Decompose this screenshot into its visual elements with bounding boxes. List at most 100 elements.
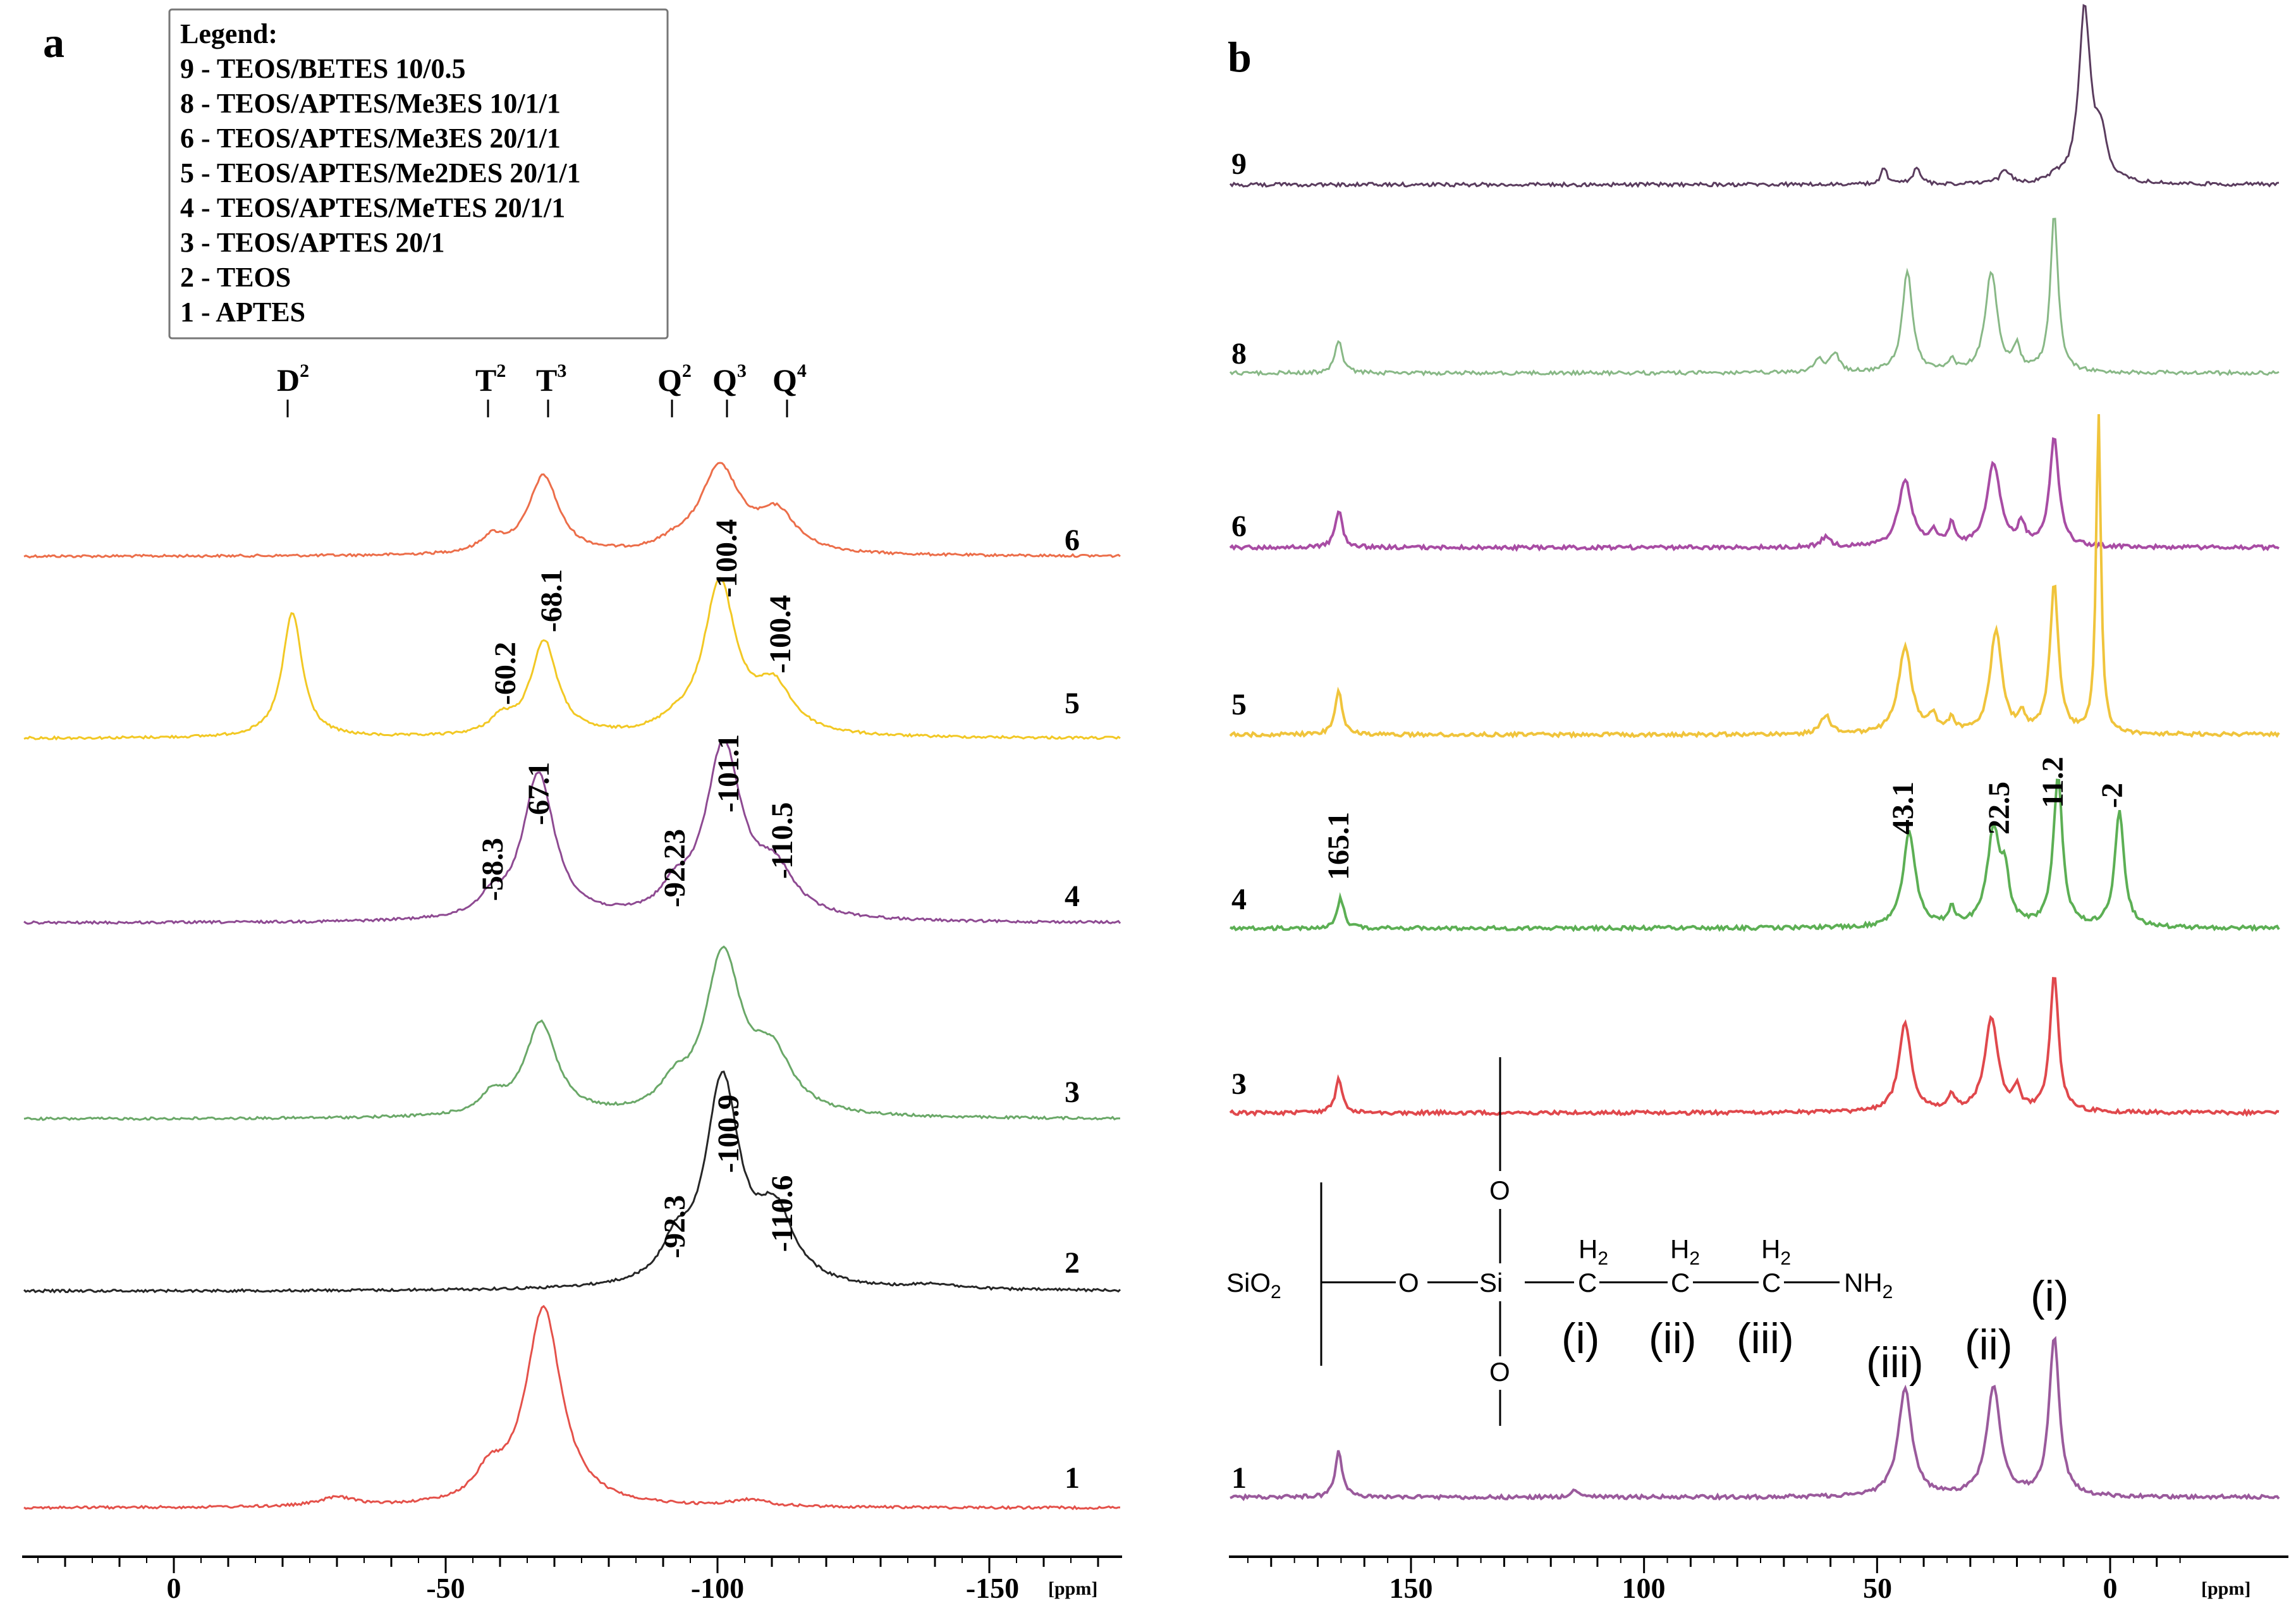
tick-label-b-100: 100	[1622, 1572, 1666, 1604]
trace-b-8	[1229, 218, 2280, 377]
trace-b-1	[1230, 1335, 2280, 1502]
h2-label-1: H2	[1578, 1234, 1608, 1269]
panel-a-traces	[23, 462, 1121, 1511]
assignment-label-ii: (ii)	[1965, 1321, 2013, 1369]
trace-number-b-6: 6	[1231, 510, 1247, 543]
trace-b-9	[1229, 4, 2280, 188]
legend-entry-3: 3 - TEOS/APTES 20/1	[180, 227, 445, 258]
site-marker-q3: Q3	[712, 360, 747, 398]
silicon-label: Si	[1479, 1268, 1503, 1297]
aptes-structure	[1320, 1057, 1840, 1426]
peak-label-a4-58.3: -58.3	[476, 838, 510, 901]
peak-label-a2-92.3: -92.3	[658, 1195, 692, 1258]
legend-entry-6: 6 - TEOS/APTES/Me3ES 20/1/1	[180, 123, 561, 154]
legend-entry-5: 5 - TEOS/APTES/Me2DES 20/1/1	[180, 157, 581, 188]
trace-number-a-5: 5	[1065, 687, 1080, 720]
trace-number-a-2: 2	[1065, 1246, 1080, 1280]
aptes-labels: SiO2 O O Si O H2 C H2 C H2 C NH2 (i) (ii…	[1226, 1175, 1893, 1387]
site-marker-q4: Q4	[772, 360, 807, 398]
carbon-label-3: C	[1762, 1268, 1781, 1297]
panel-b-traces	[1229, 4, 2280, 1502]
trace-number-a-4: 4	[1065, 880, 1080, 913]
legend: Legend: 9 - TEOS/BETES 10/0.5 8 - TEOS/A…	[168, 8, 669, 340]
roman-label-ii: (ii)	[1649, 1315, 1697, 1363]
tick-label-b-150: 150	[1389, 1572, 1433, 1604]
trace-a-4	[23, 739, 1121, 925]
amine-label: NH2	[1844, 1268, 1893, 1303]
site-marker-d2: D2	[277, 360, 309, 398]
trace-number-b-4: 4	[1231, 883, 1247, 916]
unit-label-b: [ppm]	[2201, 1578, 2250, 1599]
peak-label-b4-22.5: 22.5	[1982, 782, 2016, 835]
peak-label-a2-100.9: -100.9	[712, 1095, 745, 1173]
roman-label-iii: (iii)	[1737, 1315, 1794, 1363]
trace-number-a-3: 3	[1065, 1076, 1080, 1109]
peak-label-a4-92.23: -92.23	[658, 829, 692, 907]
panel-b: b 9 8 6 5 4 3 1 165.1 43.1 22.5 11.2 -2 …	[1226, 4, 2288, 1604]
peak-label-a4-110.5: -110.5	[766, 802, 799, 879]
legend-entry-8: 8 - TEOS/APTES/Me3ES 10/1/1	[180, 88, 561, 119]
trace-number-b-9: 9	[1231, 147, 1247, 181]
trace-a-2	[23, 1070, 1121, 1294]
panel-b-ticks	[1247, 1557, 2181, 1573]
legend-entry-9: 9 - TEOS/BETES 10/0.5	[180, 53, 466, 84]
peak-label-a5-60.2: -60.2	[489, 642, 522, 705]
trace-b-6	[1229, 437, 2280, 552]
panel-b-letter: b	[1228, 33, 1252, 81]
tick-label-b-0: 0	[2103, 1572, 2118, 1604]
peak-label-a5-100.4-q3: -100.4	[710, 519, 743, 598]
panel-a: a Legend: 9 - TEOS/BETES 10/0.5 8 - TEOS…	[22, 8, 1122, 1604]
trace-b-5	[1229, 414, 2280, 739]
peak-label-b4-165.1: 165.1	[1322, 812, 1355, 880]
trace-a-5	[23, 577, 1121, 741]
tick-label-a-150: -150	[966, 1572, 1019, 1604]
legend-title: Legend:	[180, 18, 278, 49]
tick-label-a-0: 0	[167, 1572, 181, 1604]
roman-label-i: (i)	[1561, 1315, 1599, 1363]
panel-a-x-axis: 0 -50 -100 -150 [ppm]	[22, 1555, 1122, 1604]
legend-entry-2: 2 - TEOS	[180, 262, 291, 293]
peak-label-a4-101.1: -101.1	[712, 734, 745, 813]
peak-label-b4-11.2: 11.2	[2036, 757, 2070, 808]
unit-label-a: [ppm]	[1048, 1578, 1097, 1599]
peak-label-b4-minus-2: -2	[2096, 783, 2129, 808]
legend-box	[168, 8, 669, 340]
peak-label-b4-43.1: 43.1	[1886, 782, 1920, 835]
trace-number-a-6: 6	[1065, 524, 1080, 557]
site-marker-t3: T3	[536, 360, 566, 398]
site-markers: D2 T2 T3 Q2 Q3 Q4	[277, 360, 807, 417]
tick-label-b-50: 50	[1863, 1572, 1892, 1604]
trace-number-a-1: 1	[1065, 1461, 1080, 1495]
tick-label-a-50: -50	[426, 1572, 465, 1604]
trace-a-1	[23, 1304, 1120, 1511]
legend-entry-1: 1 - APTES	[180, 297, 305, 328]
carbon-label-1: C	[1578, 1268, 1597, 1297]
tick-label-a-100: -100	[691, 1572, 744, 1604]
oxygen-bottom-label: O	[1489, 1357, 1510, 1387]
trace-a-6	[23, 462, 1121, 559]
site-marker-t2: T2	[475, 360, 506, 398]
trace-a-3	[23, 945, 1121, 1122]
peak-label-a5-68.1: -68.1	[535, 569, 568, 632]
assignment-label-iii: (iii)	[1866, 1339, 1924, 1387]
carbon-label-2: C	[1671, 1268, 1690, 1297]
oxygen-top-label: O	[1489, 1175, 1510, 1205]
peak-label-a2-110.6: -110.6	[766, 1175, 799, 1252]
peak-label-a4-67.1: -67.1	[522, 762, 556, 825]
assignment-label-i: (i)	[2030, 1272, 2068, 1320]
h2-label-3: H2	[1761, 1234, 1791, 1269]
legend-entry-4: 4 - TEOS/APTES/MeTES 20/1/1	[180, 192, 565, 223]
h2-label-2: H2	[1670, 1234, 1700, 1269]
oxygen-surface-label: O	[1398, 1268, 1419, 1297]
panel-b-x-axis: 150 100 50 0 [ppm]	[1229, 1555, 2288, 1604]
site-marker-q2: Q2	[657, 360, 692, 398]
peak-label-a5-100.4-q4: -100.4	[764, 595, 797, 673]
trace-number-b-8: 8	[1231, 337, 1247, 371]
trace-number-b-5: 5	[1231, 688, 1247, 721]
trace-number-b-3: 3	[1231, 1067, 1247, 1101]
trace-number-b-1: 1	[1231, 1461, 1247, 1495]
trace-b-4	[1229, 778, 2280, 933]
sio2-label: SiO2	[1226, 1268, 1281, 1303]
panel-a-letter: a	[43, 18, 64, 66]
